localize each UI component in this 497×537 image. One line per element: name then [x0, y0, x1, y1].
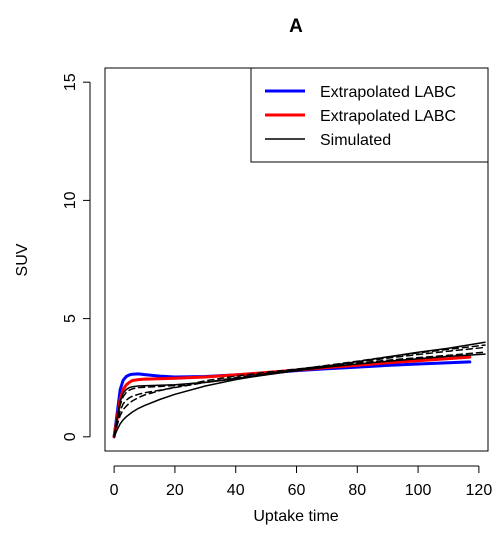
x-axis-label: Uptake time: [253, 508, 338, 525]
x-tick-label: 60: [288, 482, 306, 499]
x-tick-label: 120: [466, 482, 493, 499]
x-axis: 0 20 40 60 80 100 120: [110, 465, 493, 499]
y-tick-label: 15: [62, 73, 79, 91]
x-tick-label: 80: [348, 482, 366, 499]
y-tick-label: 10: [62, 191, 79, 209]
legend-label-3: Simulated: [320, 132, 391, 149]
x-tick-label: 20: [166, 482, 184, 499]
y-axis-label: SUV: [14, 243, 31, 276]
x-tick-label: 100: [405, 482, 432, 499]
chart-title: A: [289, 16, 303, 37]
y-axis: 0 5 10 15: [62, 73, 91, 441]
series-line-2: [112, 355, 472, 439]
series-line-1: [112, 360, 472, 439]
series-layer: [112, 341, 486, 439]
series-line-6: [113, 351, 486, 438]
x-tick-label: 0: [110, 482, 119, 499]
y-tick-label: 5: [62, 314, 79, 323]
legend-label-2: Extrapolated LABC: [320, 108, 456, 125]
y-tick-label: 0: [62, 432, 79, 441]
series-line-7: [113, 353, 486, 438]
x-tick-label: 40: [227, 482, 245, 499]
legend: Extrapolated LABC Extrapolated LABC Simu…: [250, 67, 489, 163]
legend-label-1: Extrapolated LABC: [320, 84, 456, 101]
series-line-5: [113, 346, 486, 438]
